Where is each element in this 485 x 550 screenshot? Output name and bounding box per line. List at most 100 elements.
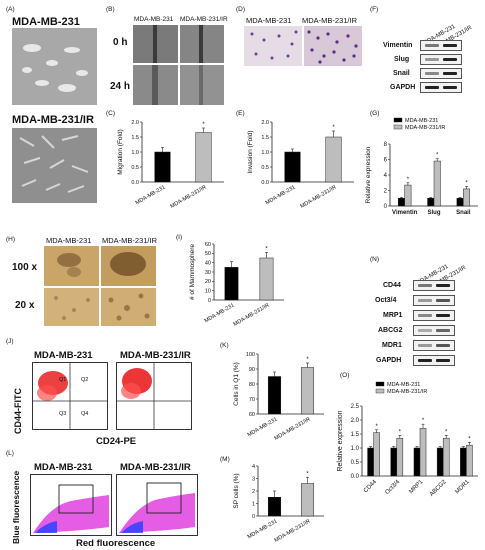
sphere-image-parental-100x [44,246,99,286]
panel-f-label: (F) [370,6,379,13]
panel-n-row-mrp1: MRP1 [383,312,403,319]
significance-star: * [202,122,205,128]
g-bar [463,188,471,207]
quadrant-q2-label: Q2 [81,377,89,383]
g-bar [433,160,441,207]
g-bar [404,184,412,207]
k-bar [300,367,315,415]
y-tick-label: 0.5 [131,165,139,171]
panel-h-row1: 100 x [12,262,38,273]
panel-a-top-title: MDA-MB-231 [12,16,80,28]
m-x-tick-label: MDA-MB-231 [247,519,279,541]
panel-l-col2: MDA-MB-231/IR [120,462,191,473]
wound-image-parental-24h [133,65,178,105]
legend-label: MDA-MB-231/IR [387,389,427,395]
sp-plot-ir [116,474,198,536]
m-bar [300,483,315,517]
panel-n-row-cd44: CD44 [383,282,401,289]
panel-d-col1: MDA-MB-231 [246,16,292,25]
o-bar [442,437,450,477]
y-tick-label: 10 [205,288,211,294]
y-tick-label: 80 [249,382,255,388]
significance-star: * [399,429,402,435]
y-tick-label: 0.0 [261,180,269,186]
i-bar [259,257,274,301]
panel-j-col1: MDA-MB-231 [34,350,93,361]
panel-d-col2: MDA-MB-231/IR [302,16,358,25]
invasion-image-parental [244,26,302,66]
chart-o: 0.0 0.5 1.0 1.5 2.0 2.5 Relative expression * CD… [337,381,478,498]
y-tick-label: 60 [249,412,255,418]
legend-swatch [375,388,385,394]
significance-star: * [445,429,448,435]
panel-n-row-abcg2: ABCG2 [378,327,403,334]
k-bar [267,376,282,415]
panel-f-row-vimentin: Vimentin [383,42,413,49]
panel-b-row1: 0 h [113,37,128,48]
sphere-image-ir-100x [101,246,156,286]
panel-f-row-slug: Slug [394,56,410,63]
significance-star: * [436,153,439,159]
panel-b-col1: MDA-MB-231 [134,16,174,23]
y-tick-label: 2.0 [261,120,269,126]
significance-star: * [332,125,335,131]
wound-image-ir-24h [180,65,224,105]
y-tick-label: 0 [208,298,211,304]
k-x-tick-label: MDA-MB-231 [247,417,279,439]
y-tick-label: 0.0 [131,180,139,186]
i-x-tick-label: MDA-MB-231/IR [233,303,271,328]
y-tick-label: 2 [384,188,388,194]
panel-a-label: (A) [6,6,15,13]
y-tick-label: 2.5 [351,404,360,410]
panel-l-xlabel: Red fluorescence [76,538,156,549]
y-tick-label: 2.0 [131,120,139,126]
c-bar [154,151,171,183]
legend-swatch [393,124,403,130]
y-tick-label: 60 [205,242,211,248]
m-y-axis-label: SP cells (%) [233,473,240,508]
m-x-tick-label: MDA-MB-231/IR [274,519,312,544]
quadrant-q4-label: Q4 [81,411,89,417]
c-x-tick-label: MDA-MB-231/IR [170,185,208,210]
panel-j-ylabel: CD44-FITC [13,387,23,434]
o-y-axis-label: Relative expression [337,410,344,471]
k-x-tick-label: MDA-MB-231/IR [274,417,312,442]
panel-g-label: (G) [370,110,380,117]
e-bar [284,151,301,183]
significance-star: * [306,357,309,363]
y-tick-label: 1.0 [131,150,139,156]
panel-h-label: (H) [6,236,16,243]
panel-b-col2: MDA-MB-231/IR [180,16,228,23]
flow-plot-cd44-ir [116,362,192,430]
y-tick-label: 1.0 [351,446,360,452]
y-tick-label: 90 [249,367,255,373]
o-bar [367,447,374,477]
y-tick-label: 1 [252,501,255,507]
chart-g: 0 2 4 6 8 Relative expression * Vimentin * Slug * S… [365,117,478,216]
o-bar [419,428,427,477]
c-bar [195,132,212,183]
panel-j-col2: MDA-MB-231/IR [120,350,191,361]
quadrant-q3-label: Q3 [59,411,67,417]
panel-f-row-snail: Snail [393,70,410,77]
panel-b-label: (B) [106,6,115,13]
panel-k-label: (K) [220,342,229,349]
c-y-axis-label: Migration (Fold) [117,129,124,175]
panel-a-bottom-title: MDA-MB-231/IR [12,114,94,126]
y-tick-label: 40 [205,260,211,266]
sphere-image-parental-20x [44,288,99,326]
y-tick-label: 4 [384,173,388,179]
legend-swatch [375,381,385,387]
panel-m-label: (M) [220,456,230,463]
y-tick-label: 0 [384,204,388,210]
western-blot-n [413,280,455,370]
panel-j-xlabel: CD24-PE [96,436,137,447]
panel-n-row-gapdh: GAPDH [376,357,402,364]
i-x-tick-label: MDA-MB-231 [204,303,236,325]
o-x-tick-label: MDR1 [455,479,472,496]
y-tick-label: 20 [205,279,211,285]
legend-swatch [393,117,403,123]
legend-label: MDA-MB-231/IR [405,125,445,131]
y-tick-label: 0.5 [351,460,360,466]
e-x-tick-label: MDA-MB-231/IR [300,185,338,210]
